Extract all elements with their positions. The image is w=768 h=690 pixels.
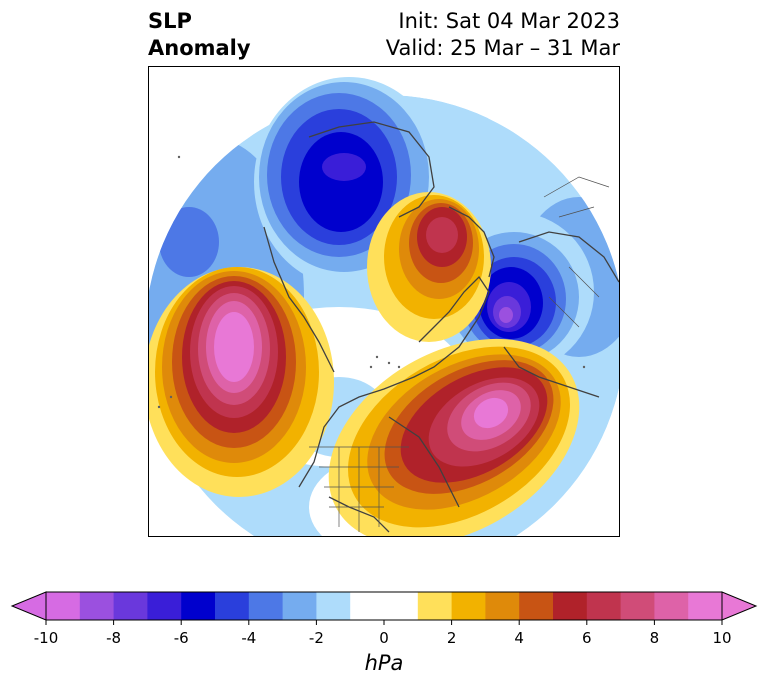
- coastlines: [263, 121, 619, 533]
- colorbar-segment: [688, 592, 723, 620]
- title-line-2: Anomaly: [148, 36, 251, 60]
- pacific-negative-core: [159, 207, 219, 277]
- colorbar-ticks: -10 -8 -6 -4 -2 0 2 4 6 8 10: [34, 620, 732, 647]
- alaska-coast: [263, 226, 335, 373]
- title-line-1: SLP: [148, 9, 192, 33]
- north-america-coast: [298, 275, 490, 488]
- siberian-low: [254, 77, 444, 287]
- colorbar-segment: [350, 592, 385, 620]
- anomaly-map: [148, 66, 620, 537]
- colorbar-tick-label: 4: [514, 629, 524, 647]
- greenland-coast: [448, 206, 495, 278]
- colorbar-tick-label: -4: [241, 629, 256, 647]
- europe-coast: [503, 346, 600, 398]
- north-pacific-high: [149, 267, 334, 497]
- colorbar-segment: [316, 592, 351, 620]
- colorbar-segment: [113, 592, 148, 620]
- colorbar-tick-label: 2: [447, 629, 457, 647]
- colorbar-segment: [79, 592, 115, 620]
- colorbar-segment: [384, 592, 419, 620]
- colorbar-tick-label: 6: [582, 629, 592, 647]
- colorbar-tick-label: 0: [379, 629, 389, 647]
- us-east-coast: [388, 416, 460, 508]
- colorbar-segment: [46, 592, 81, 620]
- colorbar-segment: [147, 592, 182, 620]
- colorbar-segments: [46, 592, 723, 620]
- colorbar-segment: [451, 592, 486, 620]
- colorbar: -10 -8 -6 -4 -2 0 2 4 6 8 10 hPa: [0, 580, 768, 686]
- western-atlantic-high: [328, 338, 580, 536]
- colorbar-segment: [181, 592, 216, 620]
- islands: [157, 155, 586, 409]
- colorbar-tick-label: 10: [712, 629, 731, 647]
- colorbar-segment: [586, 592, 622, 620]
- colorbar-svg: -10 -8 -6 -4 -2 0 2 4 6 8 10 hPa: [10, 591, 758, 675]
- siberia-coast: [308, 121, 435, 218]
- colorbar-segment: [417, 592, 453, 620]
- colorbar-unit-label: hPa: [365, 651, 404, 675]
- map-title: SLP Anomaly: [148, 8, 251, 62]
- colorbar-segment: [215, 592, 250, 620]
- colorbar-tick-label: 8: [650, 629, 660, 647]
- colorbar-segment: [519, 592, 554, 620]
- valid-range-label: Valid: 25 Mar – 31 Mar: [385, 36, 620, 60]
- us-state-lines-vertical: [338, 447, 380, 532]
- colorbar-segment: [620, 592, 655, 620]
- colorbar-segment: [553, 592, 588, 620]
- eurasia-borders: [543, 176, 610, 328]
- colorbar-extend-high: [721, 591, 758, 621]
- colorbar-tick-label: -10: [34, 629, 59, 647]
- colorbar-tick-label: -8: [106, 629, 121, 647]
- init-date-label: Init: Sat 04 Mar 2023: [398, 9, 620, 33]
- polar-map-svg: [149, 67, 619, 536]
- colorbar-extend-low: [10, 591, 47, 621]
- colorbar-segment: [248, 592, 284, 620]
- borders: [309, 176, 610, 532]
- colorbar-tick-label: -2: [309, 629, 324, 647]
- scandinavia-coast: [518, 231, 619, 283]
- colorbar-segment: [654, 592, 689, 620]
- colorbar-tick-label: -6: [174, 629, 189, 647]
- forecast-info: Init: Sat 04 Mar 2023 Valid: 25 Mar – 31…: [386, 8, 620, 62]
- greenland-high: [367, 192, 491, 342]
- colorbar-segment: [485, 592, 520, 620]
- colorbar-segment: [282, 592, 317, 620]
